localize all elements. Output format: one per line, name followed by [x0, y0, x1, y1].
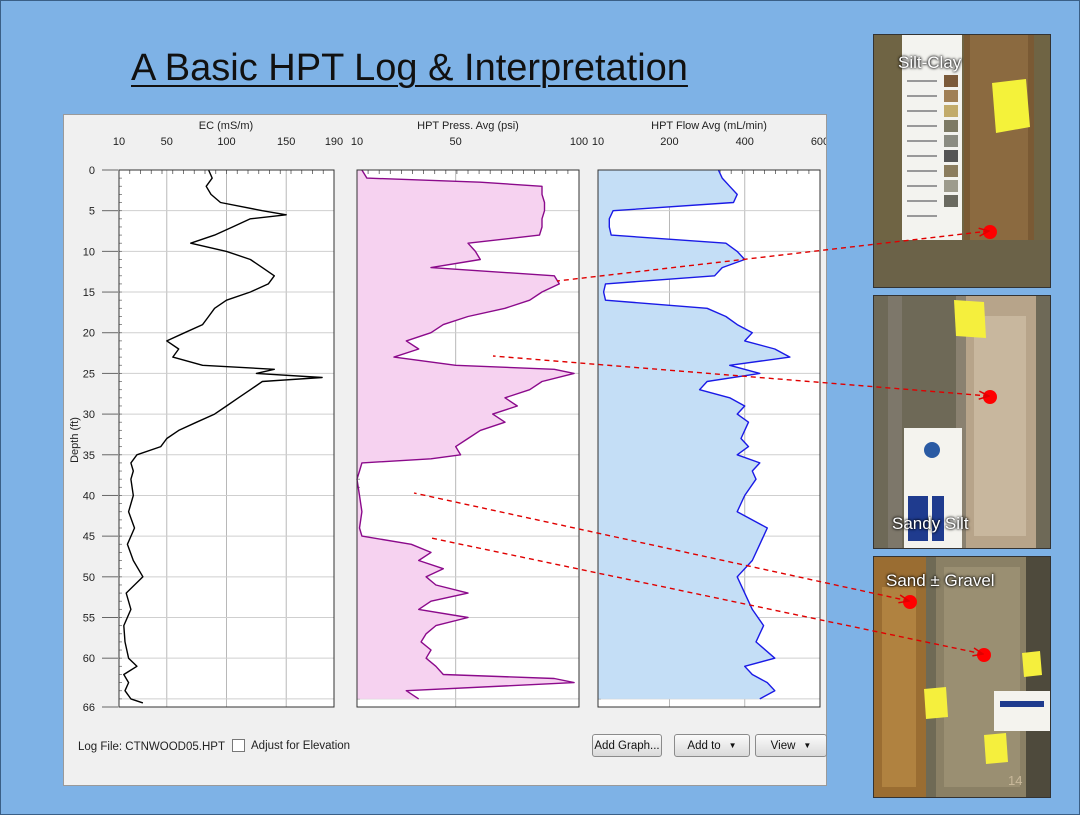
add-to-label: Add to: [687, 739, 721, 752]
pressure-x-tick-label: 100: [570, 136, 588, 148]
depth-tick-label: 55: [83, 613, 95, 625]
ec-series-line: [123, 169, 323, 704]
ec-x-tick-label: 10: [113, 136, 125, 148]
depth-tick-label: 15: [83, 287, 95, 299]
flow-x-tick-label: 600: [811, 136, 826, 148]
depth-tick-label: 25: [83, 368, 95, 380]
core-photo-sandy-silt: Sandy Silt: [873, 295, 1051, 549]
adjust-elevation-label: Adjust for Elevation: [251, 739, 351, 752]
depth-tick-label: 10: [83, 246, 95, 258]
add-graph-button[interactable]: Add Graph...: [592, 734, 662, 757]
log-file-label: Log File: CTNWOOD05.HPT: [78, 741, 225, 753]
depth-tick-label: 30: [83, 409, 95, 421]
ec-x-tick-label: 190: [325, 136, 343, 148]
add-graph-label: Add Graph...: [594, 739, 660, 752]
add-to-button[interactable]: Add to ▼: [674, 734, 750, 757]
core-photo-sand-gravel: Sand ± Gravel 14: [873, 556, 1051, 798]
sandy-silt-label: Sandy Silt: [892, 514, 969, 533]
hpt-log-viewer: EC (mS/m) 10 50 100 150 190 HPT Press. Avg (ps…: [63, 114, 827, 786]
chevron-down-icon: ▼: [803, 741, 812, 750]
pressure-plot-frame: [356, 169, 580, 708]
core-photo-sand-gravel-image: [874, 557, 1050, 797]
page-number: 14: [1008, 773, 1023, 788]
ec-plot-frame: [118, 169, 335, 708]
flow-axis-title: HPT Flow Avg (mL/min): [651, 120, 767, 132]
depth-tick-label: 20: [83, 328, 95, 340]
ec-axis-title: EC (mS/m): [199, 120, 253, 132]
adjust-elevation-option[interactable]: Adjust for Elevation: [232, 739, 350, 752]
depth-tick-label: 60: [83, 653, 95, 665]
view-button[interactable]: View ▼: [755, 734, 827, 757]
depth-tick-label: 66: [83, 702, 95, 714]
sand-gravel-label: Sand ± Gravel: [886, 571, 995, 590]
ec-x-tick-label: 150: [277, 136, 295, 148]
pressure-x-tick-label: 10: [351, 136, 363, 148]
pressure-area-fill: [357, 170, 575, 699]
adjust-elevation-checkbox[interactable]: [232, 739, 245, 752]
depth-tick-label: 0: [89, 165, 95, 177]
chevron-down-icon: ▼: [728, 741, 737, 750]
depth-axis-label: Depth (ft): [69, 417, 81, 463]
depth-tick-label: 5: [89, 206, 95, 218]
flow-x-tick-label: 200: [660, 136, 678, 148]
slide-title: A Basic HPT Log & Interpretation: [131, 47, 688, 89]
core-photo-sandy-silt-image: [874, 296, 1050, 548]
depth-tick-label: 40: [83, 490, 95, 502]
pressure-axis-title: HPT Press. Avg (psi): [417, 120, 519, 132]
view-label: View: [770, 739, 796, 752]
core-photo-silt-clay: Silt-Clay: [873, 34, 1051, 288]
depth-tick-label: 45: [83, 531, 95, 543]
flow-x-tick-label: 10: [592, 136, 604, 148]
silt-clay-label: Silt-Clay: [898, 53, 962, 72]
ec-x-tick-label: 100: [217, 136, 235, 148]
depth-tick-label: 50: [83, 572, 95, 584]
pressure-x-tick-label: 50: [450, 136, 462, 148]
ec-x-tick-label: 50: [161, 136, 173, 148]
depth-tick-label: 35: [83, 450, 95, 462]
flow-x-tick-label: 400: [736, 136, 754, 148]
flow-plot-frame: [597, 169, 821, 708]
